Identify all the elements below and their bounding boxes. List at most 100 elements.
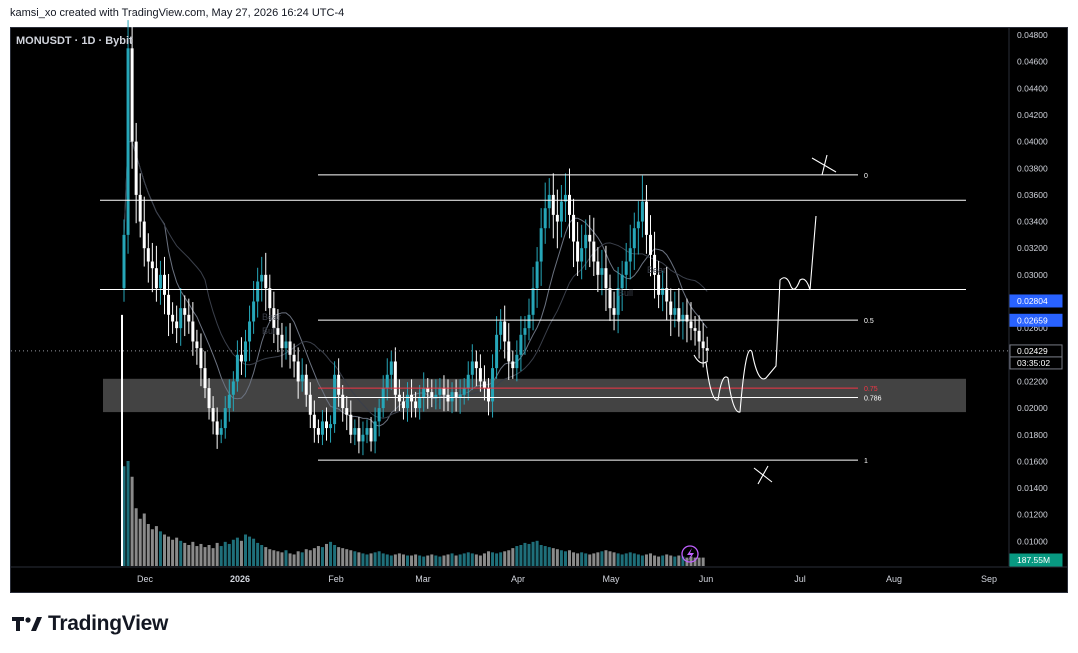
volume-bar <box>426 555 430 566</box>
symbol-title: MONUSDT · 1D · Bybit <box>16 35 133 47</box>
candle-body <box>369 428 373 442</box>
tradingview-logo: TradingView <box>12 612 168 636</box>
candle-body <box>478 368 482 382</box>
fib-label-0: 0 <box>864 173 868 180</box>
horizontal-lines-layer <box>11 199 1008 352</box>
volume-bar <box>410 555 414 566</box>
candle-body <box>438 388 442 395</box>
projection-drawing-layer <box>693 154 837 485</box>
candle-body <box>248 321 252 342</box>
volume-bar <box>539 545 543 566</box>
volume-bar <box>547 547 551 566</box>
volume-bar <box>231 539 235 566</box>
candle-body <box>223 408 227 429</box>
volume-bar <box>430 554 434 566</box>
candle-body <box>171 314 175 322</box>
volume-bar <box>288 553 292 566</box>
price-tag-mid: 0.02659 <box>1017 315 1048 325</box>
volume-bar <box>406 555 409 566</box>
volume-bar <box>260 545 264 566</box>
volume-bar <box>373 552 377 566</box>
candle-body <box>495 334 499 369</box>
price-tick-label: 0.03400 <box>1017 217 1048 227</box>
candle-body <box>474 361 478 369</box>
volume-bar <box>227 543 231 566</box>
candle-body <box>308 394 312 415</box>
volume-bar <box>604 550 608 566</box>
chart-frame <box>10 27 1068 593</box>
candle-body <box>418 397 422 409</box>
volume-bar <box>535 540 539 566</box>
candle-body <box>288 341 292 355</box>
candle-body <box>130 48 134 142</box>
candle-body <box>551 194 555 215</box>
candle-body <box>389 361 393 375</box>
candle-body <box>422 388 426 398</box>
candle-body <box>693 328 697 331</box>
volume-bar <box>284 550 288 566</box>
volume-bar <box>325 543 328 566</box>
candle-body <box>219 428 223 435</box>
volume-bar <box>163 534 166 566</box>
volume-bar <box>474 554 478 566</box>
volume-bar <box>454 555 458 566</box>
candle-body <box>507 341 511 362</box>
candle-body <box>284 341 288 349</box>
candle-body <box>373 421 377 442</box>
volume-bar <box>495 553 499 566</box>
candle-body <box>446 394 450 402</box>
candle-body <box>381 388 385 409</box>
price-tag-high: 0.02804 <box>1017 296 1048 306</box>
candle-body <box>636 221 640 229</box>
candle-body <box>434 394 438 398</box>
candle-body <box>316 428 320 435</box>
price-tag-timer: 03:35:02 <box>1017 358 1050 368</box>
candle-body <box>616 288 620 315</box>
candle-body <box>705 348 709 351</box>
indicator-tag-1: Bull <box>262 326 277 336</box>
volume-bar <box>632 553 636 566</box>
volume-bar <box>138 518 142 566</box>
volume-bar <box>636 554 640 566</box>
volume-bar <box>183 542 187 566</box>
candle-body <box>292 354 296 362</box>
candle-body <box>592 241 596 262</box>
candle-body <box>329 424 333 429</box>
volume-bar <box>649 553 652 566</box>
candle-body <box>357 428 361 442</box>
candle-body <box>397 394 401 402</box>
candle-body <box>183 308 187 315</box>
candle-body <box>227 394 231 409</box>
volume-bar <box>349 550 353 566</box>
volume-bar <box>264 547 268 566</box>
volume-bar <box>588 554 592 566</box>
volume-bar <box>616 553 620 566</box>
volume-bar <box>689 556 693 566</box>
volume-bar <box>422 556 426 566</box>
candle-body <box>681 314 685 322</box>
volume-bar <box>665 554 669 566</box>
candle-body <box>199 348 203 369</box>
volume-bar <box>644 554 648 566</box>
candle-body <box>349 414 353 435</box>
volume-tag-bg <box>1009 553 1063 567</box>
candle-body <box>276 328 280 335</box>
candle-body <box>300 374 304 382</box>
volume-bar <box>337 547 341 566</box>
candle-body <box>175 321 179 329</box>
candle-body <box>122 234 126 289</box>
candle-body <box>337 374 341 395</box>
candle-body <box>195 341 199 349</box>
x-mark-top <box>811 154 837 176</box>
candle-body <box>632 228 636 249</box>
candle-body <box>361 434 365 442</box>
volume-bar <box>414 554 418 566</box>
volume-bar <box>223 541 227 566</box>
price-tick-label: 0.03200 <box>1017 243 1048 253</box>
candle-body <box>697 330 701 342</box>
volume-bar <box>248 536 252 566</box>
price-tick-label: 0.04600 <box>1017 57 1048 67</box>
candle-body <box>142 221 146 249</box>
candle-body <box>235 354 239 382</box>
